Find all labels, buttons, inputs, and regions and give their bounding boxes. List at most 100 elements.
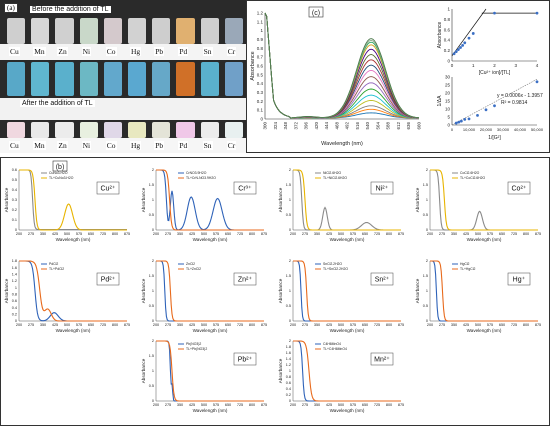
c-job-y-tick: 0.2 (444, 48, 451, 53)
chart-cr-y-tick: 1.5 (149, 183, 154, 187)
chart-cu-legend-2: TL+CuNo3.H2O (49, 176, 74, 180)
panel-b-letter: (b) (56, 164, 65, 171)
chart-pb-y-tick: 1.5 (149, 354, 154, 358)
chart-pb-ylabel: Absorbance (141, 358, 146, 383)
metal-label-bottom: Pb (154, 141, 165, 150)
chart-sn-x-tick: 725 (374, 323, 380, 327)
chart-mn-y-tick: 1 (289, 369, 291, 373)
chart-sn-x-tick: 275 (302, 323, 308, 327)
chart-ni-y-tick: 1.5 (286, 183, 291, 187)
c-main-x-tick: 588 (386, 122, 391, 130)
chart-ni-y-tick: 0.5 (286, 213, 291, 217)
chart-pb-ion-label: Pb²⁺ (238, 357, 253, 364)
chart-sn-x-tick: 875 (398, 323, 404, 327)
chart-co-series-tl (430, 169, 538, 231)
chart-mn-x-tick: 800 (386, 403, 392, 407)
chart-mn-y-tick: 1.6 (286, 351, 291, 355)
chart-pd-y-tick: 0.6 (12, 299, 17, 303)
chart-ni-ylabel: Absorbance (278, 187, 283, 212)
chart-cu-xlabel: Wavelength (nm) (56, 237, 91, 242)
chart-pb-x-tick: 500 (201, 403, 207, 407)
chart-co-xlabel: Wavelength (nm) (467, 237, 502, 242)
chart-co-x-tick: 875 (535, 232, 541, 236)
chart-zn-y-tick: 1 (152, 289, 154, 293)
chart-cu-y-tick: 0.1 (12, 218, 17, 222)
c-job-point (471, 32, 475, 35)
chart-hg-x-tick: 425 (463, 323, 469, 327)
c-job-point (454, 50, 458, 54)
chart-co-x-tick: 650 (499, 232, 505, 236)
chart-cr-y-tick: 1 (152, 198, 154, 202)
chart-hg-x-tick: 575 (487, 323, 493, 327)
c-bh-y-tick: 15 (445, 99, 451, 104)
c-main-x-tick: 300 (263, 122, 268, 130)
chart-hg-ion-box (507, 272, 531, 286)
chart-mn-x-tick: 575 (350, 403, 356, 407)
vial-before-pb (152, 18, 171, 44)
c-bh-x-tick: 50,000 (531, 127, 544, 132)
chart-cr-x-tick: 350 (177, 232, 183, 236)
chart-hg-y-tick: 0.5 (423, 304, 428, 308)
chart-ni-x-tick: 875 (398, 232, 404, 236)
vial-after-co (103, 62, 122, 96)
c-main-y-tick: 1.2 (257, 11, 264, 16)
chart-sn-ylabel: Absorbance (278, 278, 283, 303)
c-bh-fit-line (451, 78, 538, 126)
chart-zn-x-tick: 650 (225, 323, 231, 327)
chart-pd-ylabel: Absorbance (4, 278, 9, 303)
vial-after-cu (7, 62, 26, 96)
vial-after-pb (152, 62, 171, 96)
vial-after-mn (31, 62, 50, 96)
c-job-fit-line-1 (451, 8, 487, 57)
c-main-xlabel: Wavelength (nm) (321, 141, 363, 147)
chart-hg-legend-1: HgCl2 (460, 262, 470, 266)
vial-before-ni (79, 18, 98, 44)
chart-pb-xlabel: Wavelength (nm) (193, 408, 228, 413)
chart-hg-x-tick: 875 (535, 323, 541, 327)
chart-ni-legend-1: NiCl2.6H2O (323, 171, 341, 175)
chart-mn-x-tick: 875 (398, 403, 404, 407)
chart-mn-y-tick: 0.2 (286, 393, 291, 397)
vial-after-pd (176, 62, 195, 96)
chart-cr-x-tick: 650 (225, 232, 231, 236)
c-main-x-tick: 396 (304, 122, 309, 130)
c-main-series-12 (264, 12, 420, 119)
c-bh-xlabel: 1/[G²] (488, 135, 501, 141)
metal-label-top: Pd (178, 47, 189, 56)
metal-label-top: Zn (57, 47, 68, 56)
chart-pb-y-tick: 1 (152, 369, 154, 373)
c-job-point (456, 48, 460, 51)
c-main-x-tick: 636 (406, 122, 411, 130)
chart-hg-x-tick: 200 (427, 323, 433, 327)
chart-sn-y-tick: 2 (289, 259, 291, 263)
chart-sn-y-tick: 0.5 (286, 304, 291, 308)
chart-zn-ylabel: Absorbance (141, 278, 146, 303)
chart-zn-y-tick: 0.5 (149, 304, 154, 308)
chart-cr-x-tick: 575 (213, 232, 219, 236)
c-bh-y-tick: 25 (445, 83, 451, 88)
c-job-x-tick: 4 (536, 63, 539, 68)
chart-mn-ylabel: Absorbance (278, 358, 283, 383)
chart-mn-y-tick: 1.4 (286, 357, 291, 361)
chart-pd-y-tick: 1.2 (12, 279, 17, 283)
c-bh-point (467, 117, 471, 121)
c-bh-y-tick: 30 (445, 75, 451, 80)
chart-hg-ion-label: Hg⁺ (513, 277, 526, 284)
chart-hg-x-tick: 500 (475, 323, 481, 327)
chart-cu-x-tick: 500 (64, 232, 70, 236)
chart-pb-y-tick: 0.5 (149, 384, 154, 388)
panel-c-letter-box (308, 6, 324, 18)
chart-cr-series-tl (156, 169, 264, 231)
vial-after-bottom-pd (176, 122, 195, 138)
c-bh-point (484, 108, 488, 112)
chart-cu: 0 0.1 0.2 0.3 0.4 0.5 0.6 200 275 350 425 500 575 650… (4, 168, 130, 242)
chart-sn-x-tick: 425 (326, 323, 332, 327)
chart-sn-x-tick: 575 (350, 323, 356, 327)
c-bh-point (476, 114, 479, 117)
chart-cr-x-tick: 875 (261, 232, 267, 236)
chart-sn-series-tl (293, 260, 401, 322)
chart-zn-x-tick: 875 (261, 323, 267, 327)
panel-b: (b) 0 0.1 0.2 0.3 0.4 0.5 0.6 200 275 350 425 500 575… (0, 157, 550, 426)
chart-pb-series-tl (156, 340, 264, 402)
chart-zn-x-tick: 575 (213, 323, 219, 327)
